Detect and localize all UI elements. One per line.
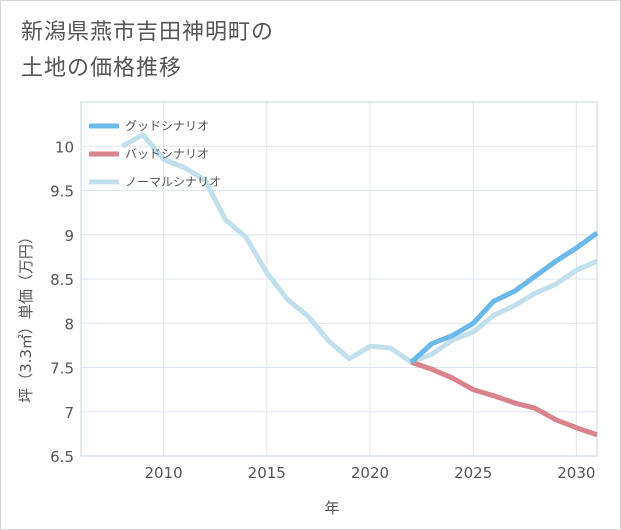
- plot-area: [80, 101, 598, 457]
- series-lines: [121, 132, 599, 438]
- y-tick-label: 8.5: [50, 271, 74, 289]
- y-tick-label: 7: [64, 404, 74, 422]
- chart-title-line-1: 新潟県燕市吉田神明町の: [21, 20, 275, 45]
- y-tick-label: 7.5: [50, 360, 74, 378]
- y-tick-label: 10: [55, 138, 74, 156]
- x-tick-label: 2030: [557, 464, 595, 482]
- legend-label: グッドシナリオ: [125, 119, 209, 133]
- tick-labels: 6.5 7 7.5 8 8.5 9 9.5 10 2010 2015 2020 2025 2030: [50, 138, 595, 482]
- legend-label: ノーマルシナリオ: [125, 175, 221, 189]
- y-axis-title: 坪（3.3㎡）単価（万円）: [17, 229, 35, 403]
- y-tick-label: 9.5: [50, 183, 74, 201]
- y-tick-label: 9: [64, 227, 74, 245]
- x-tick-label: 2025: [454, 464, 492, 482]
- x-axis-title: 年: [324, 499, 339, 517]
- series-line-2: [410, 359, 598, 438]
- chart-title: 新潟県燕市吉田神明町の 土地の価格推移: [21, 15, 274, 87]
- y-tick-label: 8: [64, 315, 74, 333]
- legend-label: バッドシナリオ: [125, 147, 209, 161]
- y-tick-label: 6.5: [50, 448, 74, 466]
- series-line-1: [409, 230, 599, 365]
- x-tick-label: 2015: [248, 464, 286, 482]
- x-tick-label: 2010: [144, 464, 182, 482]
- series-line-3: [121, 132, 598, 365]
- chart-title-line-2: 土地の価格推移: [21, 56, 183, 81]
- x-tick-label: 2020: [351, 464, 389, 482]
